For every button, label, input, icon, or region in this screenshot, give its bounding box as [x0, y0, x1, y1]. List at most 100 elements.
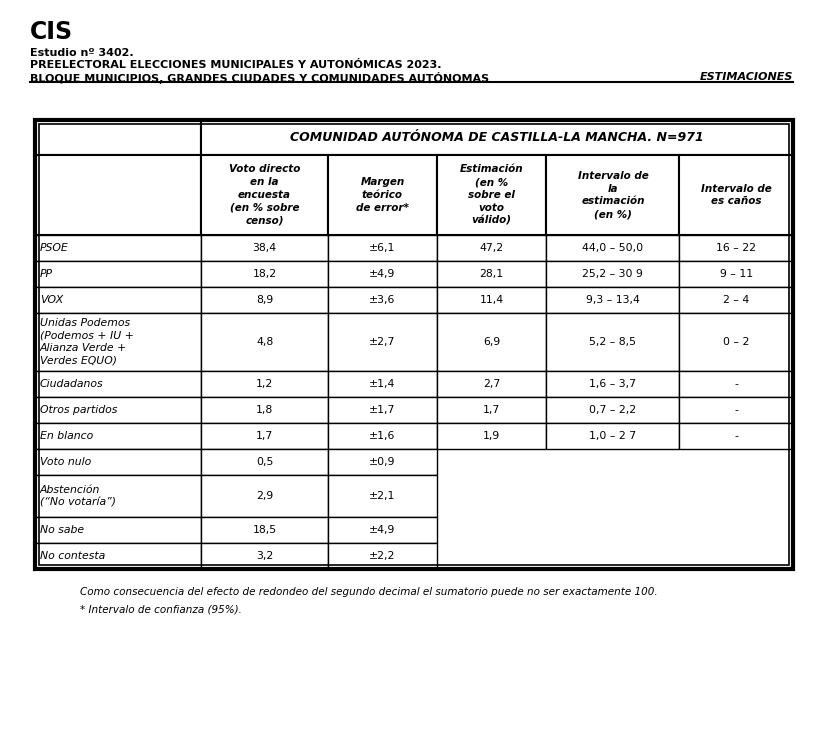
Bar [680, 313, 793, 371]
Bar [35, 120, 201, 155]
Bar [546, 155, 680, 235]
Text: 2 – 4: 2 – 4 [723, 295, 750, 305]
Bar [35, 371, 201, 397]
Text: 1,0 – 2 7: 1,0 – 2 7 [589, 431, 636, 441]
Text: 6,9: 6,9 [483, 337, 500, 347]
Text: VOX: VOX [40, 295, 63, 305]
Bar [546, 235, 680, 261]
Text: 5,2 – 8,5: 5,2 – 8,5 [589, 337, 636, 347]
Text: BLOQUE MUNICIPIOS, GRANDES CIUDADES Y COMUNIDADES AUTÓNOMAS: BLOQUE MUNICIPIOS, GRANDES CIUDADES Y CO… [30, 72, 489, 84]
Bar [437, 397, 546, 423]
Bar [201, 423, 328, 449]
Bar [35, 261, 201, 287]
Bar [35, 397, 201, 423]
Text: No contesta: No contesta [40, 551, 105, 561]
Text: ±2,1: ±2,1 [369, 491, 396, 501]
Text: 1,9: 1,9 [483, 431, 500, 441]
Bar [546, 313, 680, 371]
Text: Intervalo de
es caños: Intervalo de es caños [701, 183, 772, 206]
Text: 4,8: 4,8 [256, 337, 273, 347]
Bar [546, 397, 680, 423]
Text: En blanco: En blanco [40, 431, 94, 441]
Bar [35, 543, 201, 569]
Bar [546, 261, 680, 287]
Bar [328, 261, 437, 287]
Text: 44,0 – 50,0: 44,0 – 50,0 [582, 243, 644, 253]
Bar [201, 475, 328, 517]
Bar [328, 235, 437, 261]
Bar [39, 124, 789, 565]
Bar [201, 313, 328, 371]
Bar [35, 423, 201, 449]
Bar [201, 397, 328, 423]
Bar [328, 517, 437, 543]
Bar [437, 287, 546, 313]
Text: Estudio nº 3402.: Estudio nº 3402. [30, 48, 134, 58]
Text: PREELECTORAL ELECCIONES MUNICIPALES Y AUTONÓMICAS 2023.: PREELECTORAL ELECCIONES MUNICIPALES Y AU… [30, 60, 442, 70]
Text: 1,8: 1,8 [256, 405, 273, 415]
Bar [680, 261, 793, 287]
Text: Estimación
(en %
sobre el
voto
válido): Estimación (en % sobre el voto válido) [460, 165, 524, 226]
Text: CIS: CIS [30, 20, 73, 44]
Bar [201, 155, 328, 235]
Bar [680, 371, 793, 397]
Text: 2,7: 2,7 [483, 379, 500, 389]
Text: 18,2: 18,2 [253, 269, 277, 279]
Text: 3,2: 3,2 [256, 551, 273, 561]
Bar [328, 475, 437, 517]
Text: Margen
teórico
de error*: Margen teórico de error* [356, 177, 409, 213]
Bar [35, 287, 201, 313]
Text: Unidas Podemos
(Podemos + IU +
Alianza Verde +
Verdes EQUO): Unidas Podemos (Podemos + IU + Alianza V… [40, 319, 134, 365]
Bar [35, 155, 201, 235]
Text: 0,5: 0,5 [256, 457, 273, 467]
Bar [35, 235, 201, 261]
Bar [35, 449, 201, 475]
Bar [35, 475, 201, 517]
Text: -: - [734, 431, 738, 441]
Text: 2,9: 2,9 [256, 491, 273, 501]
Bar [546, 371, 680, 397]
Bar [680, 423, 793, 449]
Text: * Intervalo de confianza (95%).: * Intervalo de confianza (95%). [80, 605, 242, 615]
Text: Abstención
(“No votaría”): Abstención (“No votaría”) [40, 485, 116, 507]
Text: 8,9: 8,9 [256, 295, 273, 305]
Text: 1,2: 1,2 [256, 379, 273, 389]
Bar [680, 397, 793, 423]
Text: Ciudadanos: Ciudadanos [40, 379, 103, 389]
Text: Voto nulo: Voto nulo [40, 457, 91, 467]
Text: PSOE: PSOE [40, 243, 69, 253]
Text: ±1,6: ±1,6 [369, 431, 396, 441]
Bar [328, 423, 437, 449]
Bar [201, 449, 328, 475]
Text: 1,6 – 3,7: 1,6 – 3,7 [589, 379, 636, 389]
Bar [328, 543, 437, 569]
Text: 1,7: 1,7 [256, 431, 273, 441]
Bar [546, 423, 680, 449]
Text: PP: PP [40, 269, 53, 279]
Bar [201, 371, 328, 397]
Text: 47,2: 47,2 [479, 243, 504, 253]
Bar [328, 313, 437, 371]
Text: 25,2 – 30 9: 25,2 – 30 9 [582, 269, 644, 279]
Text: 0 – 2: 0 – 2 [723, 337, 750, 347]
Text: ±1,7: ±1,7 [369, 405, 396, 415]
Bar [437, 155, 546, 235]
Text: No sabe: No sabe [40, 525, 84, 535]
Bar [437, 371, 546, 397]
Text: ±2,2: ±2,2 [369, 551, 396, 561]
Bar [35, 313, 201, 371]
Bar [680, 287, 793, 313]
Bar [680, 235, 793, 261]
Text: 38,4: 38,4 [253, 243, 277, 253]
Text: Como consecuencia del efecto de redondeo del segundo decimal el sumatorio puede : Como consecuencia del efecto de redondeo… [80, 587, 658, 597]
Bar [328, 287, 437, 313]
Bar [680, 155, 793, 235]
Text: 9,3 – 13,4: 9,3 – 13,4 [586, 295, 640, 305]
Text: 28,1: 28,1 [479, 269, 504, 279]
Text: Otros partidos: Otros partidos [40, 405, 117, 415]
Bar [201, 543, 328, 569]
Text: ±3,6: ±3,6 [369, 295, 396, 305]
Text: ±0,9: ±0,9 [369, 457, 396, 467]
Text: ESTIMACIONES: ESTIMACIONES [699, 72, 793, 82]
Bar [437, 313, 546, 371]
